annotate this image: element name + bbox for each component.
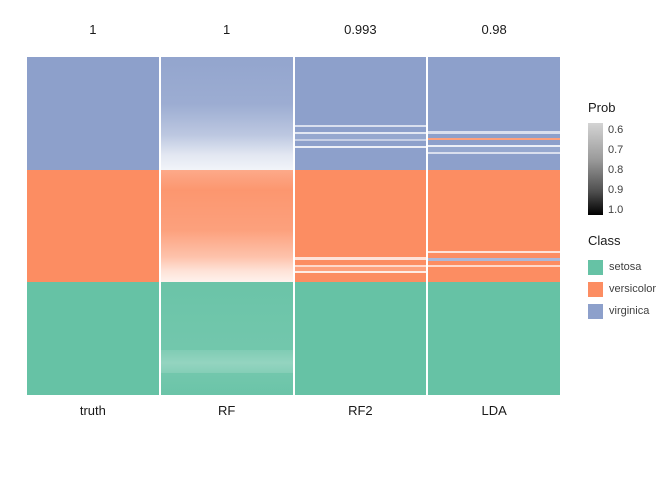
heatmap-segment-versicolor — [294, 267, 427, 272]
accuracy-labels-row: 1 1 0.993 0.98 — [27, 22, 560, 38]
prob-legend: 0.6 0.7 0.8 0.9 1.0 — [588, 123, 672, 216]
heatmap-column-RF — [160, 57, 293, 395]
column-label-LDA: LDA — [481, 403, 507, 418]
class-legend: setosa versicolor virginica — [588, 256, 672, 322]
heatmap-segment-virginica — [428, 151, 560, 154]
heatmap-column-truth — [27, 57, 159, 395]
heatmap-segment-virginica — [160, 57, 293, 105]
heatmap-segment-versicolor — [428, 169, 560, 251]
heatmap-segment-versicolor — [294, 264, 427, 268]
heatmap-segment-versicolor — [428, 260, 560, 265]
heatmap-column-RF2 — [294, 57, 427, 395]
legend-panel: Prob 0.6 0.7 0.8 0.9 1.0 Class setosa versico… — [588, 100, 672, 322]
heatmap-segment-setosa — [294, 282, 427, 395]
prob-tick-label: 0.8 — [608, 164, 624, 176]
heatmap-segment-setosa — [160, 373, 293, 395]
heatmap-segment-virginica — [294, 147, 427, 170]
heatmap-segment-virginica — [428, 133, 560, 139]
prob-tick-label: 0.9 — [608, 184, 624, 196]
class-legend-item-setosa: setosa — [588, 256, 672, 278]
heatmap-column-LDA — [428, 57, 560, 395]
heatmap-columns — [27, 57, 560, 395]
prob-gradient-bar — [588, 123, 603, 215]
heatmap-segment-setosa — [160, 349, 293, 364]
heatmap-segment-versicolor — [294, 169, 427, 258]
prob-tick-mark — [603, 169, 606, 170]
column-label-RF: RF — [217, 403, 236, 418]
prob-tick-label: 0.7 — [608, 144, 624, 156]
heatmap-segment-virginica — [428, 57, 560, 132]
heatmap-segment-virginica — [294, 126, 427, 133]
heatmap-segment-virginica — [294, 138, 427, 142]
heatmap-segment-versicolor — [428, 250, 560, 254]
heatmap-segment-versicolor — [294, 259, 427, 265]
heatmap-segment-setosa — [160, 363, 293, 374]
class-label-setosa: setosa — [609, 261, 642, 273]
heatmap-segment-virginica — [294, 132, 427, 135]
heatmap-segment-versicolor — [160, 189, 293, 231]
prob-tick-mark — [603, 209, 606, 210]
heatmap-segment-virginica — [428, 131, 560, 134]
prob-tick-label: 1.0 — [608, 204, 624, 216]
heatmap-segment-versicolor — [294, 273, 427, 283]
heatmap-segment-virginica — [160, 154, 293, 170]
column-labels-row: truth RF RF2 LDA — [27, 403, 560, 419]
heatmap-segment-virginica — [294, 145, 427, 148]
heatmap-segment-virginica — [428, 140, 560, 145]
heatmap-segment-virginica — [294, 124, 427, 127]
heatmap-segment-versicolor — [27, 169, 159, 283]
heatmap-segment-versicolor — [160, 257, 293, 271]
heatmap-segment-versicolor — [428, 266, 560, 283]
heatmap-segment-versicolor — [160, 230, 293, 258]
prob-tick-mark — [603, 189, 606, 190]
heatmap-segment-setosa — [428, 282, 560, 395]
heatmap-segment-versicolor — [428, 253, 560, 259]
accuracy-label-RF2: 0.993 — [344, 22, 377, 37]
heatmap-segment-versicolor — [160, 270, 293, 283]
class-legend-item-virginica: virginica — [588, 300, 672, 322]
accuracy-label-truth: 1 — [89, 22, 97, 37]
heatmap-segment-versicolor — [160, 169, 293, 190]
heatmap-segment-virginica — [428, 147, 560, 152]
class-swatch-virginica — [588, 303, 603, 319]
accuracy-label-LDA: 0.98 — [481, 22, 507, 37]
prob-legend-title: Prob — [588, 100, 616, 115]
column-label-truth: truth — [79, 403, 106, 418]
heatmap-segment-virginica — [294, 134, 427, 139]
heatmap-segment-virginica — [428, 153, 560, 170]
accuracy-label-RF: 1 — [223, 22, 231, 37]
heatmap-segment-virginica — [27, 57, 159, 170]
class-legend-item-versicolor: versicolor — [588, 278, 672, 300]
heatmap-segment-versicolor — [428, 138, 560, 141]
heatmap-segment-versicolor — [294, 271, 427, 274]
heatmap-segment-setosa — [160, 282, 293, 350]
class-label-virginica: virginica — [609, 305, 650, 317]
heatmap-segment-virginica — [294, 141, 427, 146]
class-swatch-setosa — [588, 259, 603, 275]
prob-tick-label: 0.6 — [608, 124, 624, 136]
class-swatch-versicolor — [588, 281, 603, 297]
prob-tick-mark — [603, 149, 606, 150]
heatmap-segment-versicolor — [294, 257, 427, 260]
class-label-versicolor: versicolor — [609, 283, 657, 295]
heatmap-segment-virginica — [160, 134, 293, 155]
heatmap-segment-virginica — [428, 258, 560, 261]
heatmap-segment-setosa — [27, 282, 159, 395]
column-label-RF2: RF2 — [348, 403, 373, 418]
heatmap-segment-virginica — [160, 104, 293, 135]
heatmap-segment-virginica — [428, 144, 560, 148]
heatmap-segment-virginica — [294, 57, 427, 125]
prob-tick-mark — [603, 129, 606, 130]
class-legend-title: Class — [588, 233, 621, 248]
heatmap-segment-versicolor — [428, 264, 560, 267]
